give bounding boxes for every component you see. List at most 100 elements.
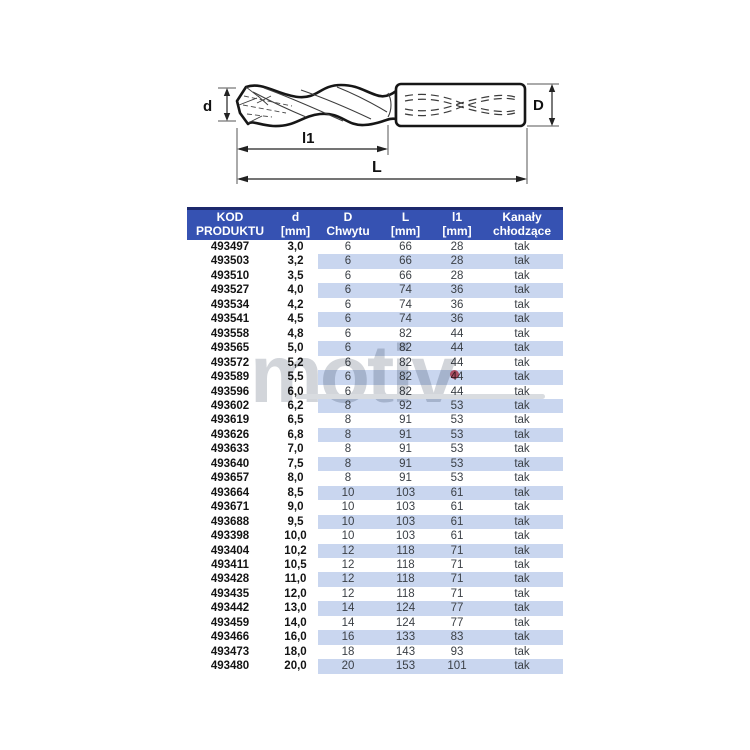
table-cell: 4,0 <box>287 284 304 297</box>
table-cell: 493411 <box>211 558 249 571</box>
table-cell: 6 <box>318 254 378 269</box>
table-cell: 3,2 <box>287 255 304 268</box>
table-cell: 10,5 <box>284 558 307 571</box>
table-cell: 18,0 <box>284 645 307 658</box>
table-cell: 143 <box>395 645 416 658</box>
table-cell: 493527 <box>210 284 250 297</box>
table-cell: 28 <box>433 254 481 269</box>
table-cell: 71 <box>433 543 481 558</box>
table-cell: 10 <box>318 514 378 530</box>
table-cell: 9,0 <box>287 501 304 514</box>
table-cell: 7,5 <box>287 457 304 470</box>
table-cell: tak <box>514 443 530 456</box>
table-cell: 53 <box>450 443 464 456</box>
table-cell: 8 <box>318 398 378 414</box>
table-cell: 53 <box>450 472 464 485</box>
table-cell: tak <box>514 327 530 340</box>
table-cell: 493459 <box>210 616 250 629</box>
table-row: 493671 9,0 10 103 61 tak <box>187 500 563 514</box>
table-row: 493619 6,5 8 91 53 tak <box>187 413 563 427</box>
table-cell: tak <box>481 398 563 414</box>
table-cell: 6 <box>318 341 378 356</box>
table-row: 493435 12,0 12 118 71 tak <box>187 587 563 601</box>
table-cell: 61 <box>433 485 481 501</box>
table-cell: tak <box>481 341 563 356</box>
table-row: 493503 3,2 6 66 28 tak <box>187 254 563 269</box>
table-cell: 53 <box>433 398 481 414</box>
table-cell: 12,0 <box>284 587 307 600</box>
coolant-channel-lines <box>404 93 518 117</box>
table-cell: 12 <box>341 587 355 600</box>
table-cell: 124 <box>378 601 433 616</box>
table-cell: 6 <box>318 370 378 385</box>
table-cell: tak <box>481 254 563 269</box>
table-cell: 14,0 <box>284 616 307 629</box>
table-cell: tak <box>514 356 530 369</box>
table-cell: tak <box>481 312 563 327</box>
table-body: 493497 3,0 6 66 28 tak 493503 3,2 6 66 28 tak 493510… <box>187 240 563 674</box>
table-row: 493466 16,0 16 133 83 tak <box>187 630 563 645</box>
table-header-row: KOD PRODUKTU d [mm] D Chwytu L [mm] l1 [mm] Kanały… <box>187 207 563 240</box>
table-cell: 91 <box>399 443 412 456</box>
table-cell: 493619 <box>210 414 250 427</box>
table-cell: 493404 <box>210 544 250 557</box>
table-cell: 6,8 <box>287 428 304 441</box>
table-cell: 10 <box>341 501 355 514</box>
table-cell: 493534 <box>210 298 250 311</box>
table-cell: 82 <box>399 356 412 369</box>
table-cell: tak <box>514 645 530 658</box>
table-cell: 493541 <box>210 313 250 326</box>
table-cell: 8 <box>318 427 378 443</box>
table-cell: 493503 <box>210 255 250 268</box>
table-cell: 44 <box>433 370 481 385</box>
dim-label-l1: l1 <box>302 130 315 147</box>
column-header: L [mm] <box>378 207 433 240</box>
table-row: 493411 10,5 12 118 71 tak <box>187 558 563 572</box>
table-cell: 3,0 <box>287 241 304 253</box>
table-cell: 493664 <box>210 486 250 499</box>
table-cell: 91 <box>399 472 412 485</box>
dim-label-d: d <box>203 98 212 115</box>
table-cell: 82 <box>378 341 433 356</box>
table-cell: 92 <box>378 398 433 414</box>
table-cell: 61 <box>450 501 464 514</box>
table-cell: 103 <box>378 485 433 501</box>
table-cell: 16 <box>318 630 378 645</box>
table-cell: 16,0 <box>284 631 307 644</box>
table-cell: 493466 <box>210 631 250 644</box>
table-cell: 4,2 <box>287 298 304 311</box>
table-cell: 493640 <box>210 457 250 470</box>
table-cell: 12 <box>341 558 355 571</box>
table-cell: tak <box>481 601 563 616</box>
table-cell: 10 <box>341 530 355 543</box>
table-cell: tak <box>481 630 563 645</box>
table-cell: 493671 <box>210 501 250 514</box>
table-cell: 5,0 <box>287 342 304 355</box>
table-row: 493534 4,2 6 74 36 tak <box>187 298 563 312</box>
column-header: d [mm] <box>273 207 318 240</box>
table-cell: tak <box>481 370 563 385</box>
table-cell: tak <box>481 485 563 501</box>
table-row: 493473 18,0 18 143 93 tak <box>187 645 563 659</box>
table-cell: 6,0 <box>287 385 304 398</box>
table-cell: tak <box>481 456 563 472</box>
table-cell: 66 <box>399 241 412 253</box>
table-cell: 493596 <box>210 385 250 398</box>
table-cell: tak <box>514 587 530 600</box>
table-cell: 493398 <box>210 530 250 543</box>
table-cell: 66 <box>378 254 433 269</box>
table-cell: 91 <box>378 456 433 472</box>
table-cell: 10,2 <box>284 544 307 557</box>
dim-label-L: L <box>372 159 382 176</box>
column-header: l1 [mm] <box>433 207 481 240</box>
table-cell: 118 <box>378 543 433 558</box>
table-cell: 77 <box>450 616 464 629</box>
dimension-D: D <box>533 84 556 126</box>
table-cell: 5,5 <box>287 371 304 384</box>
table-cell: tak <box>514 385 530 398</box>
table-cell: 61 <box>450 530 464 543</box>
table-cell: 103 <box>395 501 416 514</box>
table-cell: 28 <box>450 241 464 253</box>
table-cell: tak <box>514 298 530 311</box>
